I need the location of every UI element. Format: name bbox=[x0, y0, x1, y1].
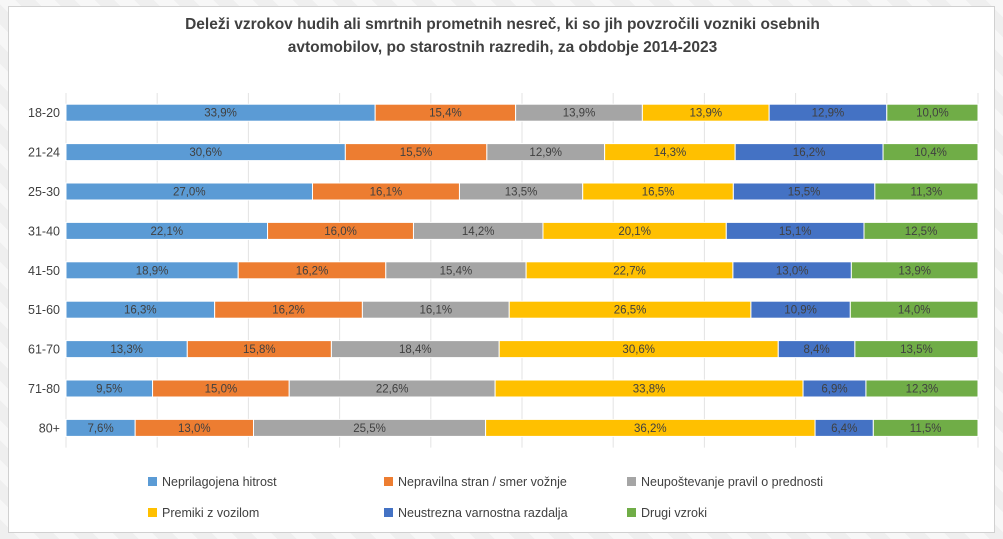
category-label: 51-60 bbox=[28, 303, 60, 317]
data-label: 25,5% bbox=[353, 423, 386, 435]
bar-segment bbox=[882, 143, 979, 162]
data-label: 13,5% bbox=[505, 187, 538, 199]
data-label: 22,7% bbox=[613, 265, 646, 277]
category-label: 71-80 bbox=[28, 382, 60, 396]
data-label: 26,5% bbox=[614, 305, 647, 317]
data-label: 7,6% bbox=[87, 423, 113, 435]
data-label: 27,0% bbox=[173, 187, 206, 199]
data-label: 18,4% bbox=[399, 344, 432, 356]
data-label: 12,5% bbox=[905, 226, 938, 238]
data-label: 11,3% bbox=[911, 187, 943, 199]
legend-swatch bbox=[384, 477, 393, 486]
legend-label: Nepravilna stran / smer vožnje bbox=[398, 475, 567, 489]
bar-segment bbox=[849, 300, 979, 319]
data-label: 22,1% bbox=[150, 226, 183, 238]
legend-swatch bbox=[148, 477, 157, 486]
legend-label: Drugi vzroki bbox=[641, 506, 707, 520]
data-label: 30,6% bbox=[189, 147, 222, 159]
data-label: 9,5% bbox=[96, 384, 122, 396]
data-label: 30,6% bbox=[622, 344, 655, 356]
data-label: 15,5% bbox=[400, 147, 433, 159]
data-label: 12,9% bbox=[529, 147, 562, 159]
data-label: 36,2% bbox=[634, 423, 667, 435]
legend-label: Neprilagojena hitrost bbox=[162, 475, 277, 489]
data-label: 16,1% bbox=[420, 305, 453, 317]
data-label: 8,4% bbox=[803, 344, 829, 356]
data-label: 18,9% bbox=[136, 265, 169, 277]
category-label: 31-40 bbox=[28, 224, 60, 238]
data-label: 14,2% bbox=[462, 226, 495, 238]
data-label: 14,0% bbox=[898, 305, 931, 317]
data-label: 12,3% bbox=[906, 384, 939, 396]
data-label: 13,3% bbox=[110, 344, 143, 356]
data-label: 13,9% bbox=[689, 108, 722, 120]
category-label: 80+ bbox=[39, 421, 60, 435]
data-label: 10,0% bbox=[916, 108, 949, 120]
data-label: 16,5% bbox=[642, 187, 675, 199]
data-label: 16,0% bbox=[324, 226, 357, 238]
data-label: 6,9% bbox=[821, 384, 847, 396]
chart-title-line-1: Deleži vzrokov hudih ali smrtnih prometn… bbox=[185, 16, 820, 33]
data-label: 16,3% bbox=[124, 305, 157, 317]
data-label: 16,2% bbox=[272, 305, 305, 317]
data-label: 13,0% bbox=[776, 265, 809, 277]
data-label: 13,9% bbox=[898, 265, 931, 277]
category-label: 25-30 bbox=[28, 185, 60, 199]
bar-segment bbox=[854, 340, 979, 359]
data-label: 15,8% bbox=[243, 344, 276, 356]
category-label: 61-70 bbox=[28, 343, 60, 357]
legend-swatch bbox=[627, 477, 636, 486]
legend-swatch bbox=[627, 508, 636, 517]
data-label: 10,9% bbox=[784, 305, 817, 317]
bar-segment bbox=[872, 418, 979, 437]
legend-swatch bbox=[148, 508, 157, 517]
data-label: 16,1% bbox=[370, 187, 403, 199]
data-label: 6,4% bbox=[831, 423, 857, 435]
data-label: 15,4% bbox=[440, 265, 473, 277]
data-label: 12,9% bbox=[812, 108, 845, 120]
data-label: 15,4% bbox=[429, 108, 462, 120]
data-label: 16,2% bbox=[296, 265, 329, 277]
data-label: 33,8% bbox=[633, 384, 666, 396]
data-label: 11,5% bbox=[910, 423, 942, 435]
chart-title: Deleži vzrokov hudih ali smrtnih prometn… bbox=[9, 13, 996, 59]
data-label: 13,9% bbox=[563, 108, 596, 120]
data-label: 10,4% bbox=[914, 147, 947, 159]
data-label: 22,6% bbox=[376, 384, 409, 396]
legend-label: Neustrezna varnostna razdalja bbox=[398, 506, 568, 520]
category-label: 41-50 bbox=[28, 264, 60, 278]
chart-title-line-2: avtomobilov, po starostnih razredih, za … bbox=[287, 39, 718, 56]
data-label: 20,1% bbox=[618, 226, 651, 238]
bar-segment bbox=[850, 261, 979, 280]
legend-label: Neupoštevanje pravil o prednosti bbox=[641, 475, 823, 489]
bar-segment bbox=[865, 379, 979, 398]
legend-swatch bbox=[384, 508, 393, 517]
bar-segment bbox=[886, 103, 979, 122]
bar-segment bbox=[874, 182, 979, 201]
data-label: 15,0% bbox=[205, 384, 238, 396]
category-label: 18-20 bbox=[28, 106, 60, 120]
data-label: 14,3% bbox=[654, 147, 687, 159]
legend-label: Premiki z vozilom bbox=[162, 506, 259, 520]
data-label: 15,1% bbox=[779, 226, 812, 238]
data-label: 16,2% bbox=[793, 147, 826, 159]
data-label: 13,5% bbox=[900, 344, 933, 356]
data-label: 33,9% bbox=[204, 108, 237, 120]
bar-segment bbox=[863, 221, 979, 240]
data-label: 13,0% bbox=[178, 423, 211, 435]
data-label: 15,5% bbox=[788, 187, 821, 199]
category-label: 21-24 bbox=[28, 146, 60, 160]
